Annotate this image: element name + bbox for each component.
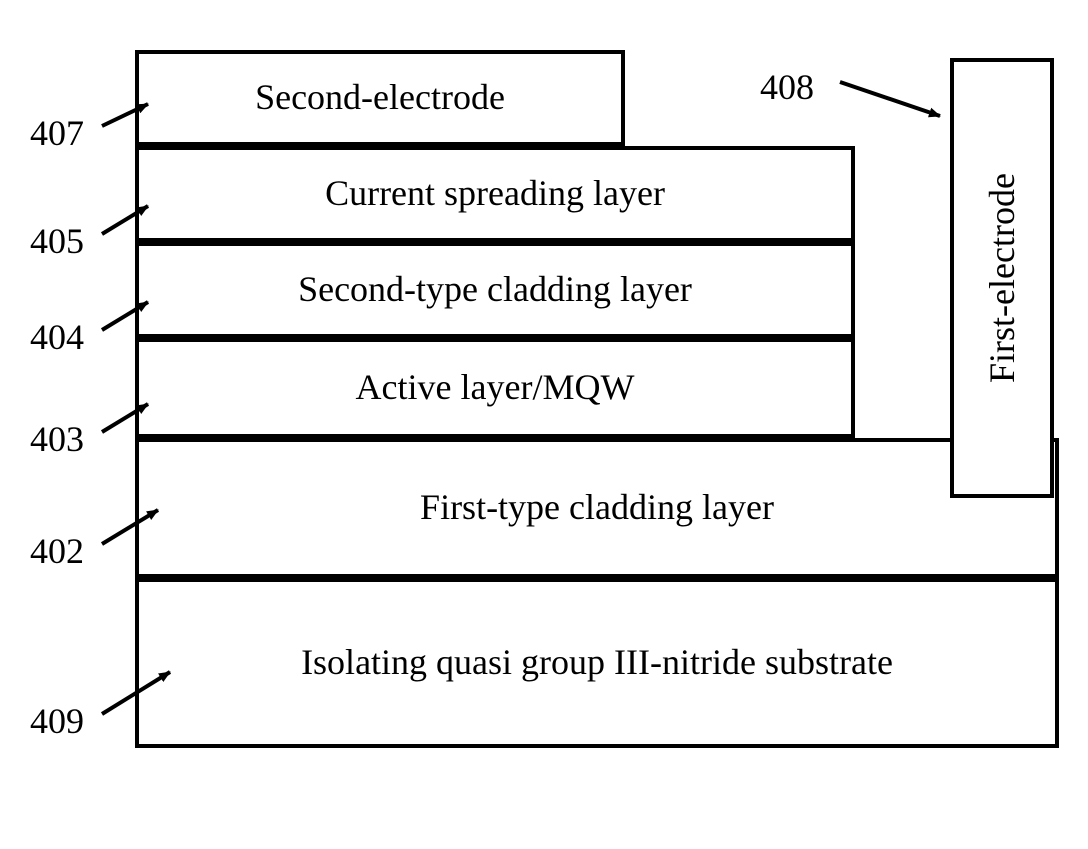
callout-arrow xyxy=(102,672,170,714)
callout-arrow xyxy=(102,206,148,234)
callout-arrow xyxy=(102,510,158,544)
layer-stack-diagram: Isolating quasi group III-nitride substr… xyxy=(20,20,1068,829)
callout-arrow xyxy=(102,302,148,330)
callout-arrow xyxy=(102,104,148,126)
arrows-svg xyxy=(20,20,1068,829)
callout-arrow xyxy=(102,404,148,432)
callout-arrow xyxy=(840,82,940,116)
